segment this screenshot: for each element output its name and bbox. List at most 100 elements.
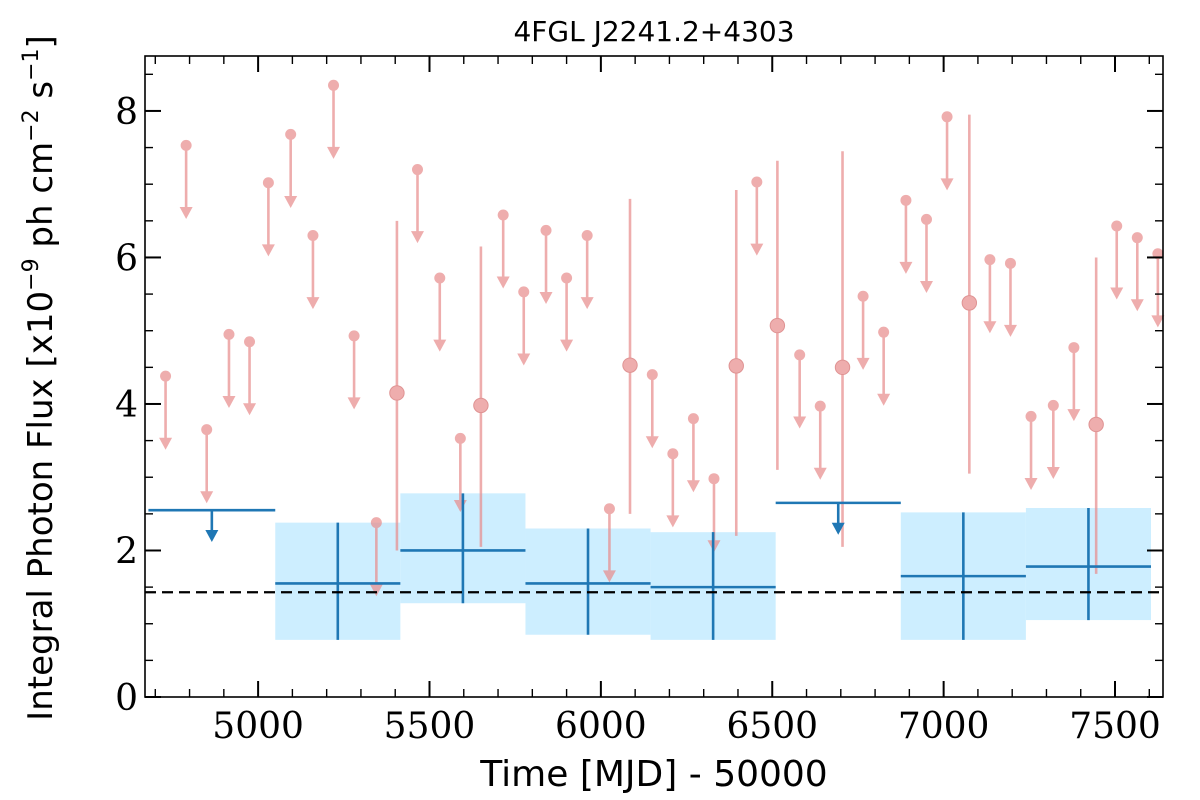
short-bin-arrow-head-46 xyxy=(1130,299,1144,312)
short-bin-point-40 xyxy=(1003,257,1017,337)
short-bin-marker-1 xyxy=(180,139,192,151)
x-tick-label-3: 6500 xyxy=(726,706,818,747)
short-bin-point-23 xyxy=(645,369,659,449)
short-bin-arrow-head-1 xyxy=(179,206,193,219)
long-bin-point-2 xyxy=(400,493,526,604)
short-bin-marker-39 xyxy=(984,254,996,266)
short-bin-marker-4 xyxy=(244,336,256,348)
x-axis-label: Time [MJD] - 50000 xyxy=(479,754,827,795)
short-bin-marker-34 xyxy=(878,326,890,338)
short-bin-point-25 xyxy=(686,413,700,493)
short-bin-point-15 xyxy=(473,246,489,547)
short-bin-arrow-head-36 xyxy=(919,280,933,293)
short-bin-arrow-head-2 xyxy=(200,491,214,504)
short-bin-arrow-head-9 xyxy=(347,397,361,410)
short-bin-arrow-head-30 xyxy=(793,416,807,429)
short-bin-arrow-head-23 xyxy=(645,436,659,449)
short-bin-arrow-head-12 xyxy=(410,231,424,244)
y-axis-label-unit2: s xyxy=(21,81,61,110)
y-tick-label-3: 6 xyxy=(115,238,138,279)
long-bin-point-1 xyxy=(275,522,401,640)
short-bin-point-32 xyxy=(834,151,851,547)
short-bin-point-3 xyxy=(222,328,236,408)
short-bin-arrow-head-31 xyxy=(813,467,827,480)
short-bin-point-19 xyxy=(560,272,574,352)
short-bin-point-36 xyxy=(919,213,933,293)
short-bin-point-41 xyxy=(1024,410,1038,491)
y-tick-label-4: 8 xyxy=(115,92,138,133)
short-bin-marker-19 xyxy=(561,272,573,284)
short-bin-marker-30 xyxy=(794,349,806,361)
short-bin-point-10 xyxy=(369,517,383,597)
short-bin-marker-3 xyxy=(223,328,235,340)
long-bin-point-3 xyxy=(525,528,651,635)
short-bin-marker-0 xyxy=(160,370,172,382)
x-tick-label-4: 7000 xyxy=(898,706,990,747)
short-bin-marker-24 xyxy=(667,448,679,460)
short-bin-marker-16 xyxy=(497,209,509,221)
short-bin-point-44 xyxy=(1088,257,1104,574)
short-bin-marker-10 xyxy=(370,517,382,529)
y-axis-label-exp1: −9 xyxy=(19,258,44,290)
short-bin-marker-18 xyxy=(540,224,552,236)
short-bin-marker-31 xyxy=(814,400,826,412)
short-bin-arrow-head-41 xyxy=(1024,478,1038,491)
short-bin-arrow-head-16 xyxy=(496,276,510,289)
y-tick-label-2: 4 xyxy=(115,385,138,426)
short-bin-point-4 xyxy=(243,336,257,416)
short-bin-marker-13 xyxy=(434,272,446,284)
short-bin-marker-5 xyxy=(262,177,274,189)
short-bin-marker-11 xyxy=(389,385,405,401)
axis-ticks xyxy=(145,56,1163,698)
short-bin-arrow-head-25 xyxy=(686,480,700,493)
short-bin-point-35 xyxy=(899,194,913,274)
short-bin-arrow-head-7 xyxy=(306,297,320,310)
short-bin-arrow-head-42 xyxy=(1046,467,1060,480)
short-bin-arrow-head-24 xyxy=(666,515,680,528)
short-bin-point-18 xyxy=(539,224,553,304)
short-bin-point-11 xyxy=(389,220,405,551)
short-bin-point-28 xyxy=(750,176,764,256)
short-bin-marker-42 xyxy=(1047,399,1059,411)
short-bin-point-31 xyxy=(813,400,827,480)
plot-frame xyxy=(144,55,1164,698)
short-bin-arrow-head-39 xyxy=(983,321,997,334)
long-bin-arrow-head-5 xyxy=(831,522,845,535)
short-bin-marker-40 xyxy=(1004,257,1016,269)
short-bin-arrow-head-28 xyxy=(750,243,764,256)
short-bin-marker-17 xyxy=(518,286,530,298)
short-bin-point-43 xyxy=(1067,342,1081,422)
short-bin-arrow-head-40 xyxy=(1003,324,1017,337)
short-bin-point-42 xyxy=(1046,399,1060,480)
short-bin-point-39 xyxy=(983,254,997,334)
short-bin-point-46 xyxy=(1130,232,1144,312)
short-bin-point-6 xyxy=(284,128,298,208)
short-bin-marker-45 xyxy=(1111,220,1123,232)
short-bin-point-34 xyxy=(877,326,891,406)
short-bin-arrow-head-20 xyxy=(580,297,594,310)
short-bin-point-37 xyxy=(940,111,954,191)
long-bin-series xyxy=(148,493,1152,640)
short-bin-arrow-head-8 xyxy=(327,146,341,159)
short-bin-arrow-head-6 xyxy=(284,195,298,208)
short-bin-arrow-head-47 xyxy=(1151,315,1165,328)
short-bin-arrow-head-18 xyxy=(539,291,553,304)
short-bin-arrow-head-33 xyxy=(856,357,870,370)
x-tick-labels: 5000 5500 6000 6500 7000 7500 xyxy=(212,706,1161,747)
x-tick-label-2: 6000 xyxy=(555,706,647,747)
short-bin-marker-32 xyxy=(834,359,851,376)
short-bin-marker-2 xyxy=(201,424,213,436)
short-bin-marker-33 xyxy=(857,290,869,302)
y-axis-label-exp2: −2 xyxy=(19,109,44,141)
short-bin-marker-9 xyxy=(348,330,360,342)
x-tick-label-5: 7500 xyxy=(1069,706,1161,747)
short-bin-point-5 xyxy=(261,177,275,257)
short-bin-marker-15 xyxy=(473,397,489,414)
short-bin-point-30 xyxy=(793,349,807,429)
short-bin-point-2 xyxy=(200,424,214,504)
x-tick-label-0: 5000 xyxy=(212,706,304,747)
short-bin-arrow-head-43 xyxy=(1067,409,1081,422)
short-bin-point-27 xyxy=(728,190,744,536)
y-tick-labels: 0 2 4 6 8 xyxy=(115,92,138,719)
